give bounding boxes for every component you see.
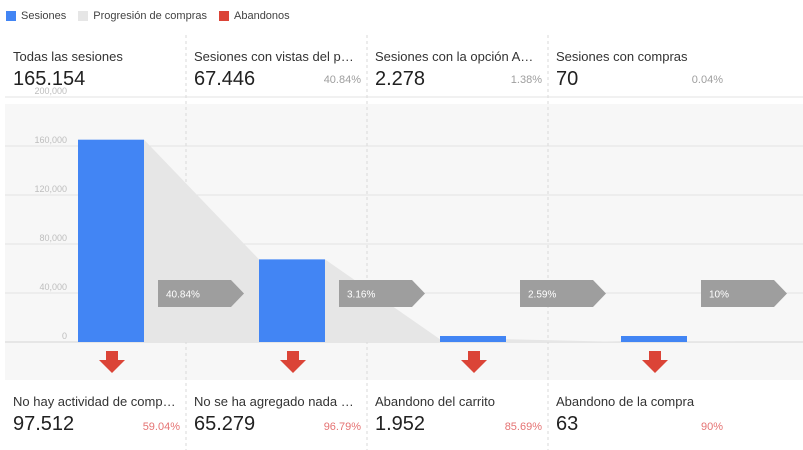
abandonment-cell[interactable]: Abandono del carrito 1.952 85.69% (367, 380, 548, 450)
stage-value: 70 (556, 68, 579, 90)
funnel-chart: 0 40,000 80,000 120,000 160,000 200,000 40.84%… (5, 35, 803, 450)
stage-value: 67.446 (194, 68, 256, 90)
funnel-chart-panel: 0 40,000 80,000 120,000 160,000 200,000 40.84%… (5, 35, 803, 450)
abandonment-cell[interactable]: Abandono de la compra 63 90% (548, 380, 729, 450)
conversion-rate-arrow (339, 280, 425, 307)
legend-label-progression: Progresión de compras (93, 10, 207, 22)
legend-item-sessions[interactable]: Sesiones (6, 10, 66, 22)
stage-value: 2.278 (375, 68, 426, 90)
conversion-rate-label: 40.84% (166, 290, 200, 301)
stage-label: Todas las sesiones (13, 49, 123, 64)
legend-item-progression[interactable]: Progresión de compras (78, 10, 207, 22)
session-bar (259, 259, 325, 342)
stage-percent: 0.04% (691, 74, 723, 86)
stage-cell[interactable]: Sesiones con vistas del prod.. 67.446 40.8… (186, 35, 367, 104)
stage-label: Sesiones con vistas del prod.. (194, 49, 358, 64)
y-tick-label: 160,000 (34, 135, 67, 145)
stage-label: Sesiones con compras (556, 49, 688, 64)
legend-swatch-progression (78, 11, 89, 21)
abandonment-cell[interactable]: No hay actividad de compras 97.512 59.04% (5, 380, 186, 450)
stage-percent: 40.84% (323, 74, 361, 86)
stage-cell[interactable]: Todas las sesiones 165.154 (5, 35, 186, 104)
stage-label: Sesiones con la opción Agre.. (375, 49, 539, 64)
abandonment-arrow-icon (642, 351, 668, 373)
legend-swatch-sessions (6, 11, 16, 21)
progression-band (506, 339, 621, 342)
conversion-rate-label: 2.59% (528, 290, 556, 301)
conversion-rate-label: 3.16% (347, 290, 375, 301)
abandonment-percent: 96.79% (323, 421, 361, 433)
abandonment-cell[interactable]: No se ha agregado nada al .. 65.279 96.79% (186, 380, 367, 450)
header-band (5, 35, 803, 104)
legend-label-sessions: Sesiones (21, 10, 67, 22)
y-tick-label: 200,000 (34, 86, 67, 96)
legend-label-abandonments: Abandonos (234, 10, 290, 22)
conversion-rate-arrow (158, 280, 244, 307)
conversion-rate-label: 10% (709, 290, 729, 301)
abandonment-value: 63 (556, 413, 579, 435)
footer-band (5, 380, 803, 450)
abandonment-arrow-icon (461, 351, 487, 373)
abandonment-value: 97.512 (13, 413, 75, 435)
abandonment-label: Abandono de la compra (556, 394, 695, 409)
stage-value: 165.154 (13, 68, 86, 90)
abandonment-label: No hay actividad de compras (13, 394, 177, 409)
abandonment-value: 65.279 (194, 413, 256, 435)
y-tick-label: 80,000 (39, 233, 67, 243)
abandonment-percent: 59.04% (142, 421, 180, 433)
y-tick-label: 120,000 (34, 184, 67, 194)
abandonment-percent: 90% (700, 421, 723, 433)
session-bar (621, 336, 687, 342)
conversion-rate-arrow (520, 280, 606, 307)
stage-percent: 1.38% (510, 74, 542, 86)
abandonment-arrow-icon (99, 351, 125, 373)
y-tick-label: 40,000 (39, 282, 67, 292)
legend-item-abandonments[interactable]: Abandonos (219, 10, 290, 22)
conversion-rate-arrow (701, 280, 787, 307)
session-bar (440, 336, 506, 342)
progression-band (144, 139, 259, 342)
legend-swatch-abandonments (219, 11, 229, 21)
stage-cell[interactable]: Sesiones con compras 70 0.04% (548, 35, 729, 104)
legend: Sesiones Progresión de compras Abandonos (6, 8, 302, 24)
y-tick-label: 0 (62, 331, 67, 341)
abandonment-label: No se ha agregado nada al .. (194, 394, 358, 409)
abandonment-arrow-icon (280, 351, 306, 373)
abandonment-value: 1.952 (375, 413, 426, 435)
abandonment-label: Abandono del carrito (375, 394, 495, 409)
session-bar (78, 139, 144, 342)
abandonment-percent: 85.69% (504, 421, 542, 433)
stage-cell[interactable]: Sesiones con la opción Agre.. 2.278 1.38% (367, 35, 548, 104)
